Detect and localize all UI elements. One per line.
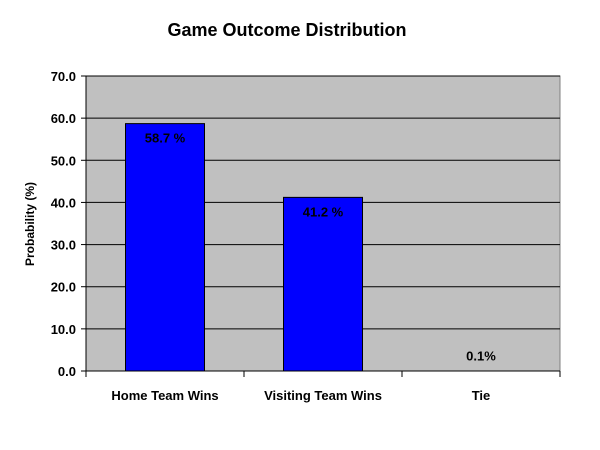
y-tick-label: 10.0 [51, 322, 76, 337]
y-tick-label: 70.0 [51, 69, 76, 84]
data-label: 41.2 % [303, 204, 344, 219]
y-tick-label: 40.0 [51, 195, 76, 210]
bars [125, 123, 363, 372]
data-label: 0.1% [466, 349, 496, 364]
y-tick-label: 0.0 [58, 364, 76, 379]
y-tick-label: 60.0 [51, 111, 76, 126]
bar [125, 123, 205, 372]
bar [283, 196, 363, 372]
axes [81, 75, 561, 377]
y-axis-label: Probability (%) [23, 182, 37, 266]
y-tick-label: 50.0 [51, 153, 76, 168]
x-category-label: Home Team Wins [111, 388, 218, 403]
chart-title: Game Outcome Distribution [167, 20, 406, 40]
data-label: 58.7 % [145, 131, 186, 146]
y-tick-label: 30.0 [51, 238, 76, 253]
labels: 0.0 10.0 20.0 30.0 40.0 50.0 60.0 70.0 58.7 % Hom… [51, 69, 497, 403]
y-tick-label: 20.0 [51, 280, 76, 295]
x-category-label: Tie [472, 388, 491, 403]
x-category-label: Visiting Team Wins [264, 388, 382, 403]
